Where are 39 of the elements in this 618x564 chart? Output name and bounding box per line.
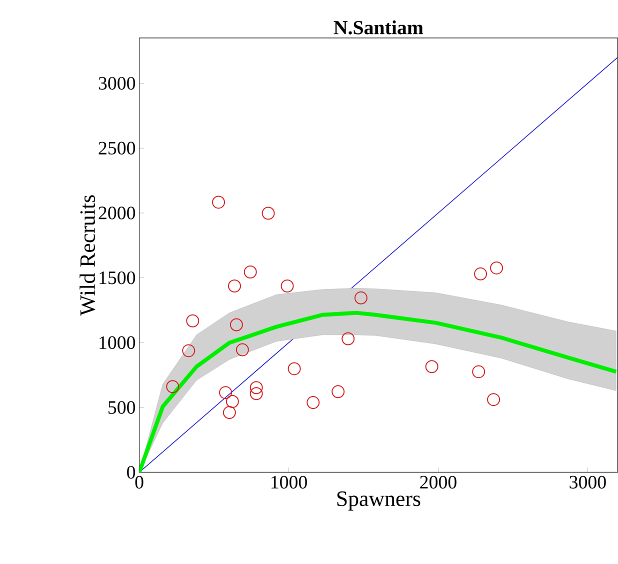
point <box>490 261 504 274</box>
x-tick-label: 1000 <box>272 476 307 488</box>
y-tick-label: 2000 <box>98 206 136 220</box>
point <box>186 314 200 328</box>
x-tick-label: 3000 <box>570 476 606 488</box>
y-tick-label: 1000 <box>100 336 136 349</box>
y-tick-label: 2500 <box>98 142 136 154</box>
point <box>425 360 438 374</box>
point <box>236 343 249 356</box>
point <box>262 206 275 220</box>
point <box>212 196 226 209</box>
point <box>250 381 263 394</box>
point <box>472 365 486 378</box>
x-tick-label: 2000 <box>420 476 456 488</box>
point <box>228 279 241 292</box>
point <box>332 385 345 398</box>
point <box>354 291 368 304</box>
point <box>182 344 196 358</box>
point <box>342 332 355 346</box>
point <box>230 318 243 332</box>
point <box>222 406 236 419</box>
point <box>226 394 239 408</box>
y-tick-label: 1500 <box>100 271 136 284</box>
point <box>166 380 180 394</box>
point <box>288 362 301 376</box>
chart-title: N.Santiam <box>334 20 424 34</box>
y-tick-label: 3000 <box>98 76 136 90</box>
point <box>219 386 232 399</box>
y-tick-label: 0 <box>127 466 136 479</box>
x-axis-title: Spawners <box>337 491 420 510</box>
point <box>306 396 320 409</box>
point <box>250 387 263 400</box>
point <box>487 392 500 406</box>
y-tick-label: 500 <box>108 401 136 414</box>
x-tick-label: 0 <box>135 476 144 488</box>
point <box>280 279 294 292</box>
y-axis-title: Wild Recruits <box>80 195 96 316</box>
point <box>474 267 488 280</box>
point <box>244 265 257 278</box>
